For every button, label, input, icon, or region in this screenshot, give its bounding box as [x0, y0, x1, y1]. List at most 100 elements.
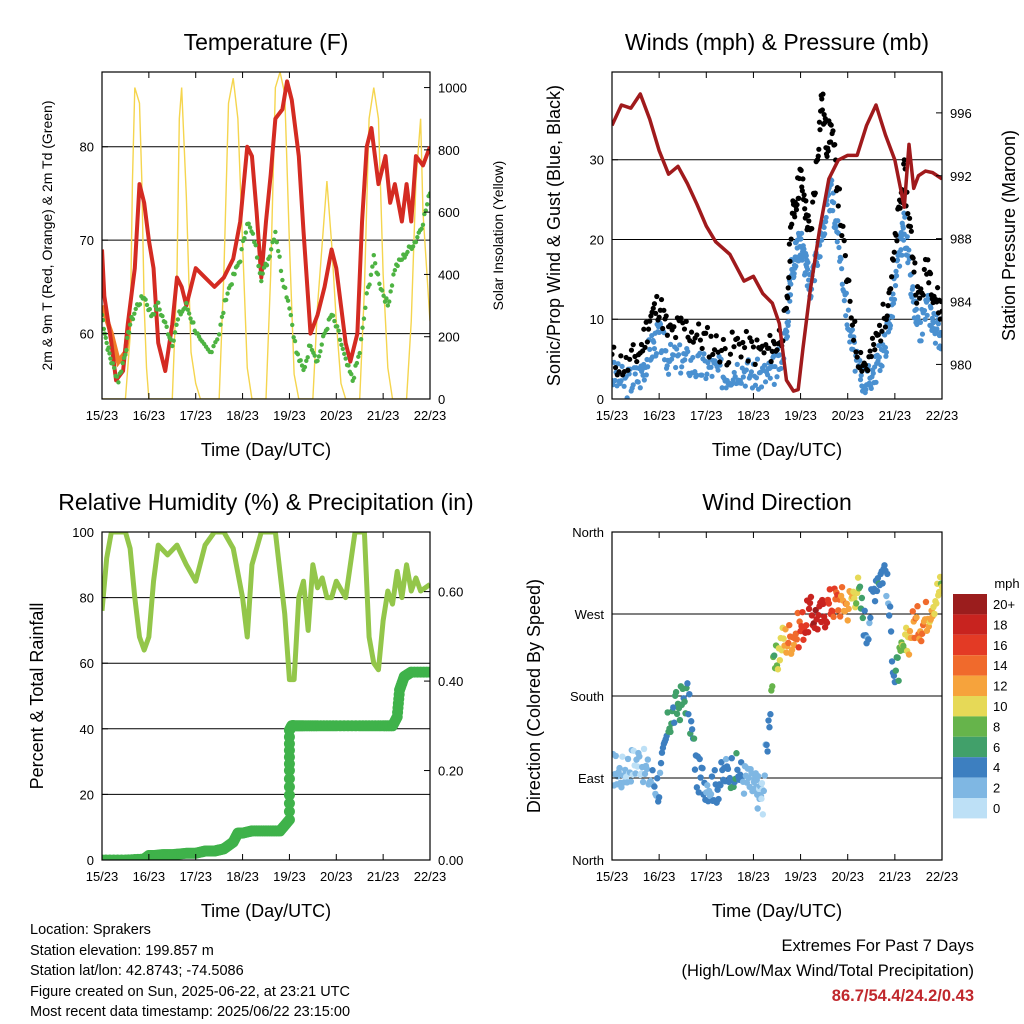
wind-point — [892, 283, 899, 289]
gust-point — [836, 186, 843, 192]
gust-point — [830, 128, 836, 134]
dewpoint-point — [424, 202, 430, 207]
dewpoint-point — [147, 306, 152, 312]
wind-point — [651, 339, 657, 345]
wind-point — [873, 379, 879, 385]
wind-point — [678, 370, 684, 376]
dewpoint-point — [238, 259, 243, 264]
x-tick-label: 18/23 — [226, 869, 259, 884]
legend-label: 6 — [993, 740, 1000, 755]
gust-point — [920, 292, 926, 298]
dewpoint-point — [108, 356, 113, 361]
gust-point — [803, 198, 809, 204]
gust-point — [908, 228, 914, 234]
wind-point — [677, 342, 683, 348]
direction-point — [807, 593, 815, 601]
wind-point — [887, 322, 894, 329]
direction-point — [906, 627, 914, 635]
direction-point — [782, 626, 789, 633]
direction-point — [866, 619, 873, 627]
plot-frame — [611, 71, 943, 400]
direction-point — [895, 677, 902, 684]
direction-points — [612, 562, 942, 818]
x-tick-label: 21/23 — [879, 869, 912, 884]
gust-point — [647, 318, 653, 324]
dewpoint-point — [106, 345, 111, 350]
legend-label: 20+ — [993, 597, 1015, 612]
gust-point — [835, 203, 841, 209]
direction-point — [838, 583, 846, 591]
x-tick-label: 19/23 — [273, 869, 306, 884]
dewpoint-point — [247, 225, 253, 230]
direction-point — [658, 749, 666, 756]
direction-point — [873, 587, 881, 595]
gust-point — [796, 195, 802, 201]
gust-point — [767, 332, 773, 339]
wind-point — [653, 350, 660, 357]
x-tick-label: 20/23 — [831, 408, 864, 423]
gust-point — [766, 345, 772, 351]
dewpoint-point — [384, 296, 389, 301]
gust-point — [840, 223, 846, 229]
x-tick-label: 17/23 — [690, 869, 723, 884]
direction-point — [794, 609, 801, 617]
y-tick-label: North — [572, 853, 604, 868]
y-tick-label: 20 — [590, 232, 604, 247]
direction-point — [879, 580, 886, 587]
temp-2m-line — [102, 79, 430, 383]
direction-point — [830, 613, 837, 621]
y-tick-label: 30 — [590, 153, 604, 168]
dewpoint-point — [377, 281, 382, 286]
x-tick-label: 17/23 — [690, 408, 723, 423]
gust-point — [882, 324, 889, 330]
solar-insolation-line — [102, 72, 430, 399]
legend-label: 8 — [993, 719, 1000, 734]
dewpoint-point — [280, 277, 285, 283]
gust-point — [678, 315, 684, 321]
direction-point — [867, 614, 874, 621]
x-axis-label: Time (Day/UTC) — [201, 440, 331, 460]
gust-point — [720, 336, 726, 343]
direction-point — [805, 605, 813, 613]
plot-area — [612, 562, 942, 818]
precip-point — [283, 781, 295, 793]
direction-point — [823, 619, 831, 626]
wind-point — [732, 374, 738, 380]
humidity-precip-panel: Relative Humidity (%) & Precipitation (i… — [27, 489, 474, 921]
wind-point — [900, 225, 906, 231]
dewpoint-point — [225, 291, 230, 296]
gust-point — [664, 332, 670, 338]
dewpoint-point — [395, 263, 400, 269]
dewpoint-point — [184, 300, 189, 306]
direction-point — [730, 783, 737, 791]
dewpoint-point — [174, 322, 179, 327]
dewpoint-point — [405, 249, 410, 255]
x-tick-label: 16/23 — [133, 408, 166, 423]
dewpoint-point — [185, 307, 190, 312]
gust-point — [768, 358, 774, 365]
dewpoint-point — [273, 229, 278, 235]
gust-point — [726, 360, 732, 366]
dewpoint-point — [295, 352, 301, 357]
gust-point — [817, 127, 823, 133]
direction-point — [909, 608, 916, 615]
y-axis: 0 20 40 60 80 100 — [72, 525, 108, 868]
dewpoint-point — [340, 346, 346, 352]
gust-point — [703, 330, 709, 336]
gust-point — [918, 286, 924, 292]
gust-point — [876, 322, 883, 328]
direction-point — [691, 766, 699, 773]
gust-point — [612, 351, 615, 357]
legend-label: 12 — [993, 679, 1007, 694]
gust-point — [630, 342, 636, 348]
dewpoint-point — [163, 320, 168, 325]
wind-point — [676, 352, 682, 358]
direction-point — [655, 794, 663, 801]
wind-point — [922, 316, 928, 322]
direction-point — [707, 790, 715, 798]
direction-point — [612, 752, 619, 760]
direction-point — [905, 651, 913, 658]
wind-point — [910, 284, 916, 290]
wind-point — [621, 383, 627, 389]
direction-point — [644, 756, 652, 763]
